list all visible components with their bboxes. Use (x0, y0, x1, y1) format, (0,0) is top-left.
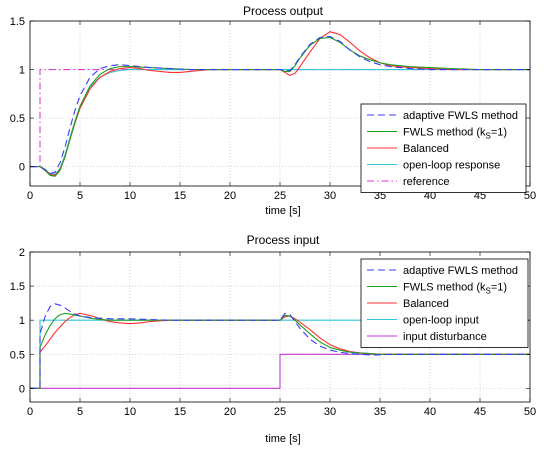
x-tick-label: 50 (524, 406, 536, 418)
x-tick-label: 15 (174, 406, 186, 418)
legend-label: Balanced (403, 143, 449, 155)
x-tick-label: 0 (27, 190, 33, 202)
series-line-adaptive-fwls-method (30, 35, 530, 174)
plot-area: 0 5 10 15 20 25 30 35 40 45 50 0 0.5 1 1.5 adaptive FWL… (10, 16, 536, 202)
x-tick-label: 25 (274, 190, 286, 202)
x-tick-label: 5 (77, 406, 83, 418)
x-tick-label: 0 (27, 406, 33, 418)
legend-label: reference (403, 176, 449, 188)
legend-label: adaptive FWLS method (403, 110, 518, 122)
y-tick-label: 0 (19, 162, 25, 174)
y-tick-label: 0.5 (10, 349, 25, 361)
legend-label: Balanced (403, 298, 449, 310)
y-tick-label: 2 (19, 247, 25, 259)
x-axis-label: time [s] (265, 433, 300, 445)
chart-process-output: Process output 0 5 10 15 20 25 30 35 40 45 50 0 0.5 1… (10, 4, 536, 217)
chart-process-input: Process input 0 5 10 15 20 25 30 35 40 45 50 0 0.5 1 1… (10, 233, 536, 445)
x-tick-label: 30 (324, 190, 336, 202)
legend-label: FWLS method (kS=1) (403, 282, 507, 296)
legend: adaptive FWLS method FWLS method (kS=1) Ba… (360, 258, 529, 348)
x-tick-label: 50 (524, 190, 536, 202)
legend-label: input disturbance (403, 331, 487, 343)
chart-title: Process input (247, 233, 320, 247)
x-tick-label: 15 (174, 190, 186, 202)
y-tick-label: 1.5 (10, 16, 25, 28)
legend-label: open-loop input (403, 315, 479, 327)
x-tick-label: 10 (124, 406, 136, 418)
x-axis-label: time [s] (265, 205, 300, 217)
y-tick-label: 1 (19, 65, 25, 77)
y-tick-label: 0.5 (10, 113, 25, 125)
plot-area: 0 5 10 15 20 25 30 35 40 45 50 0 0.5 1 1.5 2 adaptive FW… (10, 247, 536, 418)
x-tick-label: 45 (474, 406, 486, 418)
x-tick-label: 25 (274, 406, 286, 418)
x-tick-label: 45 (474, 190, 486, 202)
series-line-adaptive-fwls-method (30, 303, 530, 389)
x-tick-label: 30 (324, 406, 336, 418)
y-tick-label: 0 (19, 383, 25, 395)
x-tick-label: 20 (224, 406, 236, 418)
legend-label: open-loop response (403, 160, 500, 172)
legend: adaptive FWLS method FWLS method (kS=1) Ba… (360, 103, 527, 193)
x-tick-label: 40 (424, 406, 436, 418)
x-tick-label: 35 (374, 190, 386, 202)
legend-label: FWLS method (kS=1) (403, 127, 507, 141)
x-tick-label: 5 (77, 190, 83, 202)
x-tick-label: 40 (424, 190, 436, 202)
legend-label: adaptive FWLS method (403, 265, 518, 277)
y-tick-label: 1.5 (10, 281, 25, 293)
chart-title: Process output (243, 4, 324, 18)
x-tick-label: 20 (224, 190, 236, 202)
x-tick-label: 10 (124, 190, 136, 202)
x-tick-label: 35 (374, 406, 386, 418)
y-tick-label: 1 (19, 315, 25, 327)
